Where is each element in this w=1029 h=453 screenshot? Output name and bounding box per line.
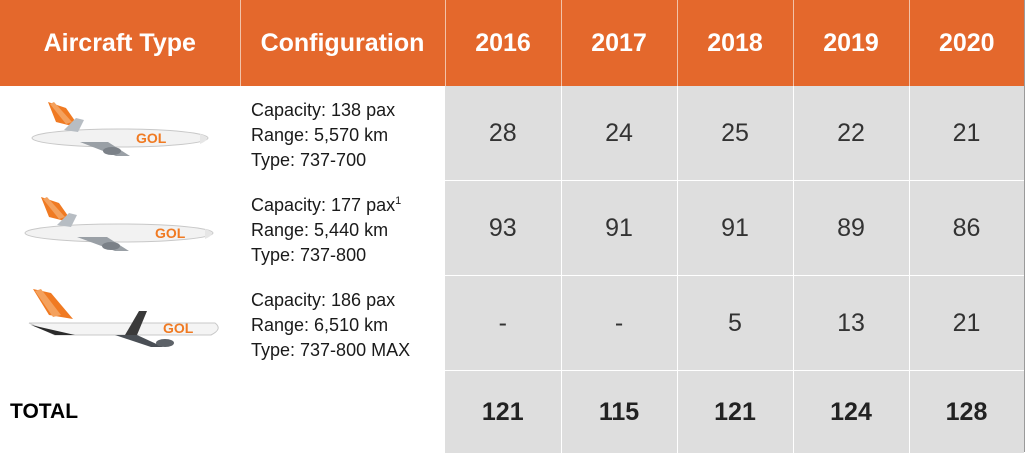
range-text: Range: 6,510 km [251, 313, 445, 338]
header-2020: 2020 [909, 0, 1024, 86]
header-2016: 2016 [445, 0, 561, 86]
aircraft-image-cell: GOL [0, 276, 240, 371]
cell-2020: 21 [909, 276, 1024, 371]
svg-text:GOL: GOL [155, 225, 186, 241]
total-2018: 121 [677, 371, 793, 453]
cell-2019: 13 [793, 276, 909, 371]
cell-2018: 25 [677, 86, 793, 181]
header-2018: 2018 [677, 0, 793, 86]
configuration-cell: Capacity: 177 pax1 Range: 5,440 km Type:… [240, 181, 445, 276]
type-text: Type: 737-800 MAX [251, 338, 445, 363]
configuration-cell: Capacity: 186 pax Range: 6,510 km Type: … [240, 276, 445, 371]
aircraft-image-cell: GOL [0, 86, 240, 181]
capacity-text: Capacity: 177 pax1 [251, 189, 445, 218]
total-2020: 128 [909, 371, 1024, 453]
header-row: Aircraft Type Configuration 2016 2017 20… [0, 0, 1024, 86]
cell-2016: 93 [445, 181, 561, 276]
cell-2020: 21 [909, 86, 1024, 181]
footnote-marker: 1 [395, 195, 401, 207]
aircraft-image-cell: GOL [0, 181, 240, 276]
total-blank-cell [240, 371, 445, 453]
header-aircraft-type: Aircraft Type [0, 0, 240, 86]
header-configuration: Configuration [240, 0, 445, 86]
range-text: Range: 5,570 km [251, 123, 445, 148]
cell-2018: 91 [677, 181, 793, 276]
type-text: Type: 737-800 [251, 243, 445, 268]
table-row: GOL Capacity: 138 pax Range: 5,570 km Ty… [0, 86, 1024, 181]
header-2017: 2017 [561, 0, 677, 86]
cell-2017: 91 [561, 181, 677, 276]
cell-2019: 89 [793, 181, 909, 276]
cell-2020: 86 [909, 181, 1024, 276]
cell-2017: - [561, 276, 677, 371]
airplane-icon: GOL [15, 285, 225, 361]
cell-2016: - [445, 276, 561, 371]
total-2016: 121 [445, 371, 561, 453]
total-2019: 124 [793, 371, 909, 453]
header-2019: 2019 [793, 0, 909, 86]
airplane-icon: GOL [15, 193, 225, 263]
svg-text:GOL: GOL [136, 130, 167, 146]
cell-2019: 22 [793, 86, 909, 181]
window-edge [1024, 0, 1029, 452]
total-2017: 115 [561, 371, 677, 453]
total-label: TOTAL [0, 371, 240, 453]
cell-2018: 5 [677, 276, 793, 371]
configuration-cell: Capacity: 138 pax Range: 5,570 km Type: … [240, 86, 445, 181]
capacity-text: Capacity: 138 pax [251, 94, 445, 123]
table-row: GOL Capacity: 186 pax Range: 6,510 km Ty… [0, 276, 1024, 371]
type-text: Type: 737-700 [251, 148, 445, 173]
svg-text:GOL: GOL [163, 320, 194, 336]
airplane-icon: GOL [20, 98, 220, 168]
table-row: GOL Capacity: 177 pax1 Range: 5,440 km T… [0, 181, 1024, 276]
capacity-text: Capacity: 186 pax [251, 284, 445, 313]
total-row: TOTAL 121 115 121 124 128 [0, 371, 1024, 453]
cell-2016: 28 [445, 86, 561, 181]
range-text: Range: 5,440 km [251, 218, 445, 243]
cell-2017: 24 [561, 86, 677, 181]
